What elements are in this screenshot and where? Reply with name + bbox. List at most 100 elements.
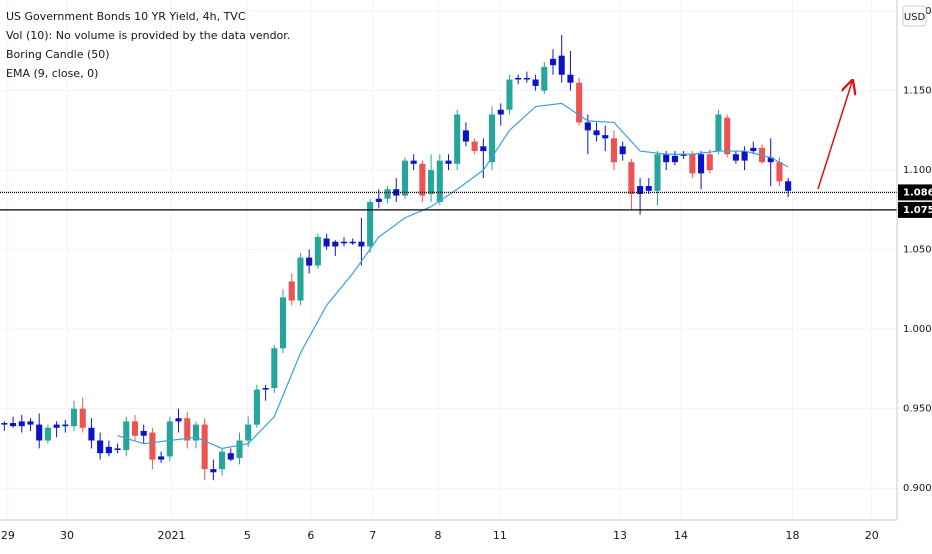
candle-body [602,135,609,139]
candle-body [44,427,51,441]
annotation: Boring Candle (50) [6,48,110,61]
candle-body [70,408,78,427]
candle-body [340,241,348,244]
candle-body [1,422,8,425]
candle-body [637,186,644,195]
candle-body [471,141,478,152]
candle-body [236,440,243,458]
candle-body [79,408,86,428]
candle-body [567,74,574,83]
candle-body [192,424,199,441]
candle-body [123,421,130,451]
y-tick-label: 1.000 [903,324,932,335]
x-tick-label: 8 [435,529,442,542]
candle-body [428,170,435,195]
candle-body [114,448,121,451]
candle-body [462,130,469,142]
candle-body [323,238,330,247]
candle-body [367,201,374,247]
plot-area [0,34,897,481]
y-tick-label: 0.950 [903,404,932,415]
arrow-annotation [817,82,852,190]
candle-body [497,109,504,115]
legend: US Government Bonds 10 YR Yield, 4h, TVC… [6,10,290,80]
candle-body [767,157,774,163]
candle-body [10,422,17,427]
candle-body [384,189,391,199]
candle-body [663,154,670,163]
annotation: Vol (10): No volume is provided by the d… [6,29,290,42]
candle-body [654,154,661,191]
candle-body [97,440,104,454]
candle-body [401,160,409,196]
x-tick-label: 13 [613,529,627,542]
candle-body [314,236,321,266]
candle-body [36,424,43,441]
x-tick-label: 20 [865,529,879,542]
x-tick-label: 5 [244,529,251,542]
candle-body [532,79,539,86]
candle-body [140,430,147,436]
candle-body [53,424,60,428]
candle-body [18,421,25,427]
candle-body [358,241,365,247]
candle-body [332,241,339,247]
candle-body [27,421,34,425]
annotation: EMA (9, close, 0) [6,67,98,80]
candle-body [410,160,417,164]
candle-body [219,451,226,470]
currency-box[interactable] [902,5,927,27]
candle-body [680,154,687,156]
candle-body [454,114,461,164]
x-tick-label: 2021 [158,529,186,542]
candle-body [184,418,191,441]
y-tick-label: 1.050 [903,245,932,256]
candle-body [724,117,731,155]
candle-body [776,162,783,182]
candle-body [698,154,705,174]
candle-body [419,163,426,196]
x-tick-label: 18 [785,529,799,542]
candle-body [619,146,626,155]
candle-body [271,348,278,389]
y-tick-label: 1.100 [903,165,932,176]
grid [0,0,897,520]
candle-body [671,155,678,163]
candle-body [105,446,112,454]
candle-body [349,241,356,244]
candle-body [253,389,260,425]
y-tick-label: 0.900 [903,483,932,494]
x-tick-label: 11 [493,529,507,542]
candle-body [541,66,548,91]
candle-body [131,421,139,436]
candle-body [149,432,156,460]
candle-body [288,281,295,301]
candle-body [628,162,635,195]
ema-line [117,102,789,450]
candle-body [549,58,557,66]
x-tick-label: 14 [674,529,688,542]
candle-body [593,130,600,136]
candle-body [584,122,591,131]
candle-body [210,469,217,473]
candle-body [175,418,182,422]
candle-body [262,388,269,390]
candle-body [166,421,173,457]
candle-body [375,198,382,202]
candle-body [576,82,583,123]
candle-body [558,55,565,75]
candle-body [689,154,696,174]
x-tick-label: 6 [307,529,314,542]
candle-body [279,297,287,349]
candle-body [488,114,496,163]
candle-body [785,181,792,191]
axes: 0.9000.9501.0001.0501.1001.1501.20029302… [1,6,932,542]
candle-body [610,138,618,163]
x-tick-label: 7 [369,529,376,542]
y-tick-label: 1.150 [903,86,932,97]
candle-body [306,257,313,266]
level-label: 1.075 [903,205,932,216]
currency[interactable]: USD [904,12,926,23]
